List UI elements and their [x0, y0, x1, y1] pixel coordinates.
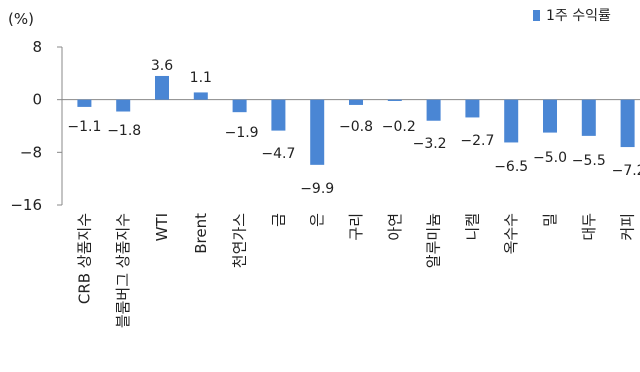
bar — [349, 99, 363, 105]
category-label: 알루미늄 — [425, 213, 443, 268]
category-label: 금 — [269, 213, 287, 227]
bar — [310, 99, 325, 165]
y-tick-label: 0 — [32, 91, 42, 109]
data-label: −0.8 — [339, 119, 373, 135]
bar — [543, 99, 557, 133]
data-label: −9.9 — [300, 181, 334, 197]
bar — [77, 99, 92, 107]
bar — [155, 75, 169, 100]
category-labels: CRB 상품지수 블룸버그 상품지수 WTI Brent 천연가스 금 은 구리 아연 알루미늄 니… — [75, 213, 636, 328]
data-labels: −1.1 −1.8 3.6 1.1 −1.9−4.7 −9.9 −0.8 −0.2−3.2 −2… — [67, 58, 640, 197]
data-label: 3.6 — [151, 58, 173, 74]
bar — [465, 99, 480, 118]
legend-swatch — [533, 10, 540, 21]
data-label: 1.1 — [190, 70, 212, 86]
category-label: CRB 상품지수 — [75, 213, 93, 304]
category-label: 아연 — [386, 213, 404, 241]
bar — [232, 99, 247, 113]
category-label: 옥수수 — [502, 213, 520, 254]
bars — [77, 75, 635, 165]
y-tick-label: −16 — [10, 196, 42, 214]
bar — [271, 99, 286, 131]
category-label: 천연가스 — [231, 213, 249, 268]
data-label: −1.9 — [225, 125, 259, 141]
data-label: −1.8 — [107, 123, 141, 139]
category-label: 구리 — [347, 213, 365, 241]
category-label: 대두 — [580, 213, 598, 241]
bar — [193, 92, 208, 100]
category-label: 밀 — [541, 213, 559, 227]
category-label: 은 — [308, 213, 326, 227]
legend: 1주 수익률 — [533, 8, 611, 24]
bar — [426, 99, 441, 121]
y-tick-label: 8 — [32, 38, 42, 56]
data-label: −6.5 — [494, 159, 528, 175]
data-label: −5.0 — [533, 150, 567, 166]
data-label: −5.5 — [572, 153, 606, 169]
data-label: −2.7 — [460, 133, 494, 149]
category-label: Brent — [192, 213, 210, 254]
bar — [116, 99, 131, 112]
data-label: −0.2 — [382, 119, 416, 135]
category-label: 커피 — [619, 213, 637, 241]
bar — [620, 99, 635, 148]
category-label: 블룸버그 상품지수 — [114, 213, 132, 328]
data-label: −3.2 — [413, 136, 447, 152]
bar — [387, 99, 402, 101]
y-axis-unit-label: (%) — [8, 10, 34, 28]
data-label: −7.2 — [612, 163, 640, 179]
category-label: WTI — [153, 213, 171, 241]
y-tick-label: −8 — [20, 143, 42, 161]
data-label: −4.7 — [261, 146, 295, 162]
legend-label: 1주 수익률 — [546, 8, 611, 24]
bar — [504, 99, 519, 143]
bar — [581, 99, 596, 136]
category-label: 니켈 — [463, 213, 481, 241]
data-label: −1.1 — [67, 119, 101, 135]
